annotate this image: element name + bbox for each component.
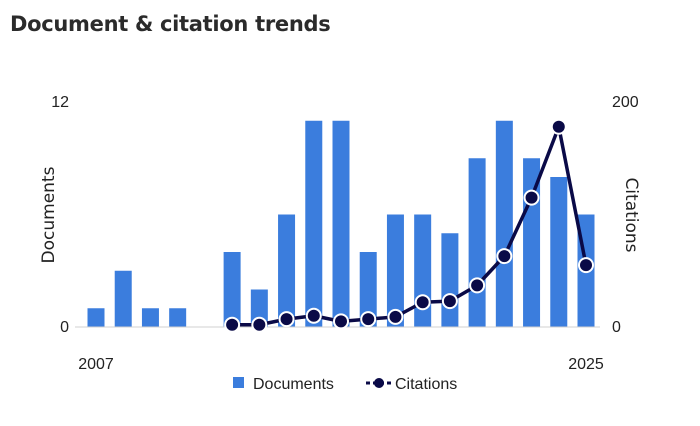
legend-documents-label: Documents [253,376,334,393]
point-citations-2024 [550,118,567,135]
bar-documents-2009 [141,308,159,327]
bar-documents-2017 [359,252,377,327]
point-citations-2016 [333,313,349,330]
bar-documents-2021 [468,158,486,327]
y2-axis-label: Citations [621,177,641,252]
point-citations-2019 [414,294,431,311]
point-citations-2025 [578,257,594,274]
chart-title: Document & citation trends [10,12,331,36]
point-citations-2022 [496,248,513,265]
bar-documents-2024 [550,177,568,327]
y2-tick-top: 200 [612,94,639,111]
citations-line-layer [224,118,594,333]
legend-citations-label: Citations [395,376,457,393]
bar-documents-2016 [332,120,350,327]
legend-citations-marker [374,378,384,388]
bar-documents-2010 [169,308,187,327]
bar-documents-2012 [223,252,241,327]
point-citations-2021 [469,277,486,294]
point-citations-2017 [360,311,377,328]
bar-documents-2008 [114,270,132,327]
y-axis-label: Documents [39,166,59,263]
x-tick-start: 2007 [78,356,114,373]
point-citations-2012 [224,316,241,333]
point-citations-2020 [441,293,458,310]
bar-documents-2022 [495,120,513,327]
y2-tick-zero: 0 [612,319,621,336]
y-tick-zero: 0 [60,319,69,336]
y-tick-top: 12 [51,94,69,111]
x-tick-end: 2025 [568,356,604,373]
bar-documents-2015 [305,120,323,327]
point-citations-2014 [278,311,295,328]
point-citations-2013 [251,316,268,333]
bar-documents-2007 [87,308,105,327]
bar-documents-2018 [386,214,404,327]
legend-documents-swatch [233,377,244,388]
bar-documents-2014 [278,214,296,327]
bar-documents-2013 [250,289,268,327]
point-citations-2018 [387,308,404,325]
point-citations-2023 [523,189,540,206]
bar-documents-2020 [441,233,459,327]
point-citations-2015 [305,307,322,324]
legend: Documents Citations [233,376,457,393]
